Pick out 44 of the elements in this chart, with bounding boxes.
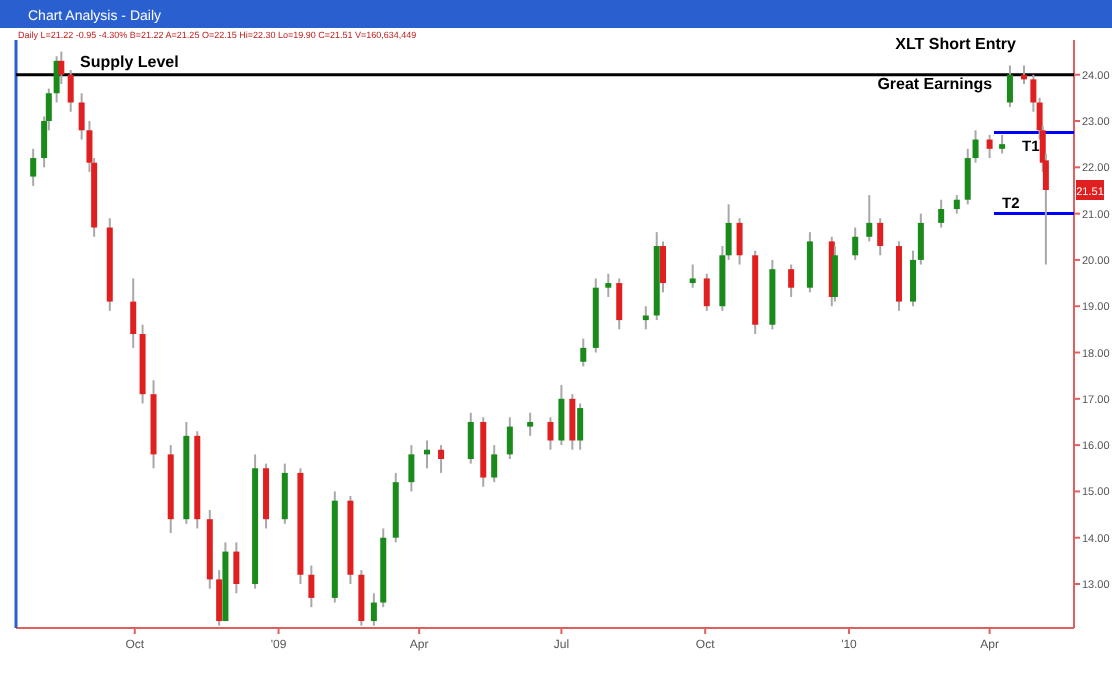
candlestick — [527, 411, 534, 437]
annotation: Great Earnings — [877, 75, 994, 94]
candlestick — [703, 272, 710, 312]
candlestick — [986, 133, 993, 160]
candlestick — [358, 569, 365, 627]
candlestick — [233, 541, 240, 595]
candlestick — [866, 194, 873, 243]
ref-line-label: Supply Level — [80, 52, 179, 71]
candlestick — [370, 592, 377, 627]
candlestick — [30, 147, 37, 187]
candlestick — [281, 462, 288, 525]
candlestick — [580, 337, 587, 368]
candlestick — [917, 212, 924, 266]
candlestick — [953, 194, 960, 215]
candlestick — [736, 217, 743, 266]
candlestick — [467, 411, 474, 465]
candlestick — [408, 444, 415, 493]
candlestick — [964, 147, 971, 206]
candlestick — [877, 217, 884, 257]
candlestick — [999, 133, 1006, 155]
candlestick — [642, 305, 649, 331]
candlestick — [616, 277, 623, 331]
candlestick — [938, 198, 945, 229]
candlestick — [788, 263, 795, 298]
candlestick — [216, 569, 223, 627]
annotation: XLT Short Entry — [895, 35, 1018, 54]
candlestick — [689, 263, 696, 289]
candlestick — [1006, 64, 1013, 109]
candlestick — [852, 226, 859, 261]
candlestick — [130, 277, 137, 349]
candlestick — [972, 129, 979, 164]
candlestick — [506, 416, 513, 461]
candlestick — [547, 416, 554, 451]
candlestick — [806, 231, 813, 294]
candlestick — [67, 69, 74, 113]
candlestick — [491, 444, 498, 484]
candlestick — [438, 444, 445, 474]
candlestick — [577, 402, 584, 451]
candlestick — [910, 249, 917, 308]
candlestick — [659, 240, 666, 294]
candlestick — [569, 393, 576, 451]
candlestick — [605, 272, 612, 298]
candlestick — [558, 383, 565, 447]
candlestick — [308, 564, 315, 609]
